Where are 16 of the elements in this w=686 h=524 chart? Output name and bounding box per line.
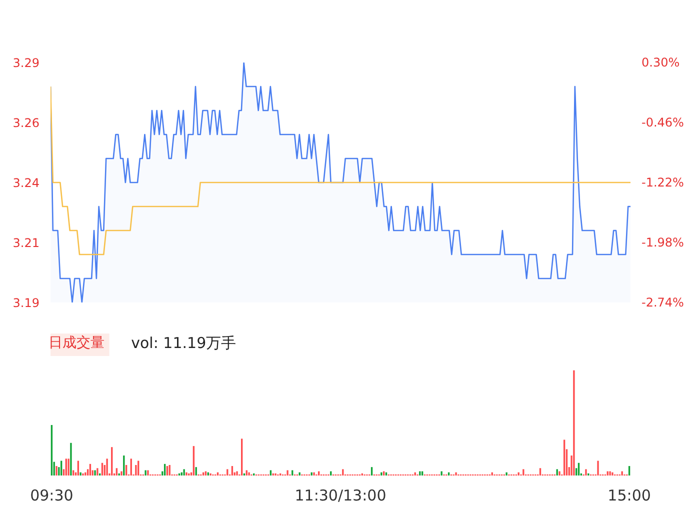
y2-tick-label: -1.98%: [642, 236, 684, 250]
x-tick-label: 09:30: [30, 486, 74, 504]
chart-subtitle: vol: 11.19万手: [131, 334, 236, 352]
chart-title: 日成交量: [48, 334, 104, 351]
y-tick-label: 3.24: [12, 176, 40, 190]
y2-tick-label: -2.74%: [642, 296, 684, 310]
line-series: [50, 86, 630, 256]
y-tick-label: 3.19: [12, 296, 40, 310]
x-tick-label: 11:30/13:00: [294, 486, 386, 504]
x-tick-label: 15:00: [608, 486, 651, 504]
y-tick-label: 3.26: [12, 116, 40, 130]
y-tick-label: 3.21: [12, 236, 40, 250]
y-tick-label: 3.29: [12, 56, 40, 70]
y2-tick-label: -1.22%: [642, 176, 684, 190]
y2-tick-label: -0.46%: [642, 116, 684, 130]
y2-tick-label: 0.30%: [642, 56, 680, 70]
